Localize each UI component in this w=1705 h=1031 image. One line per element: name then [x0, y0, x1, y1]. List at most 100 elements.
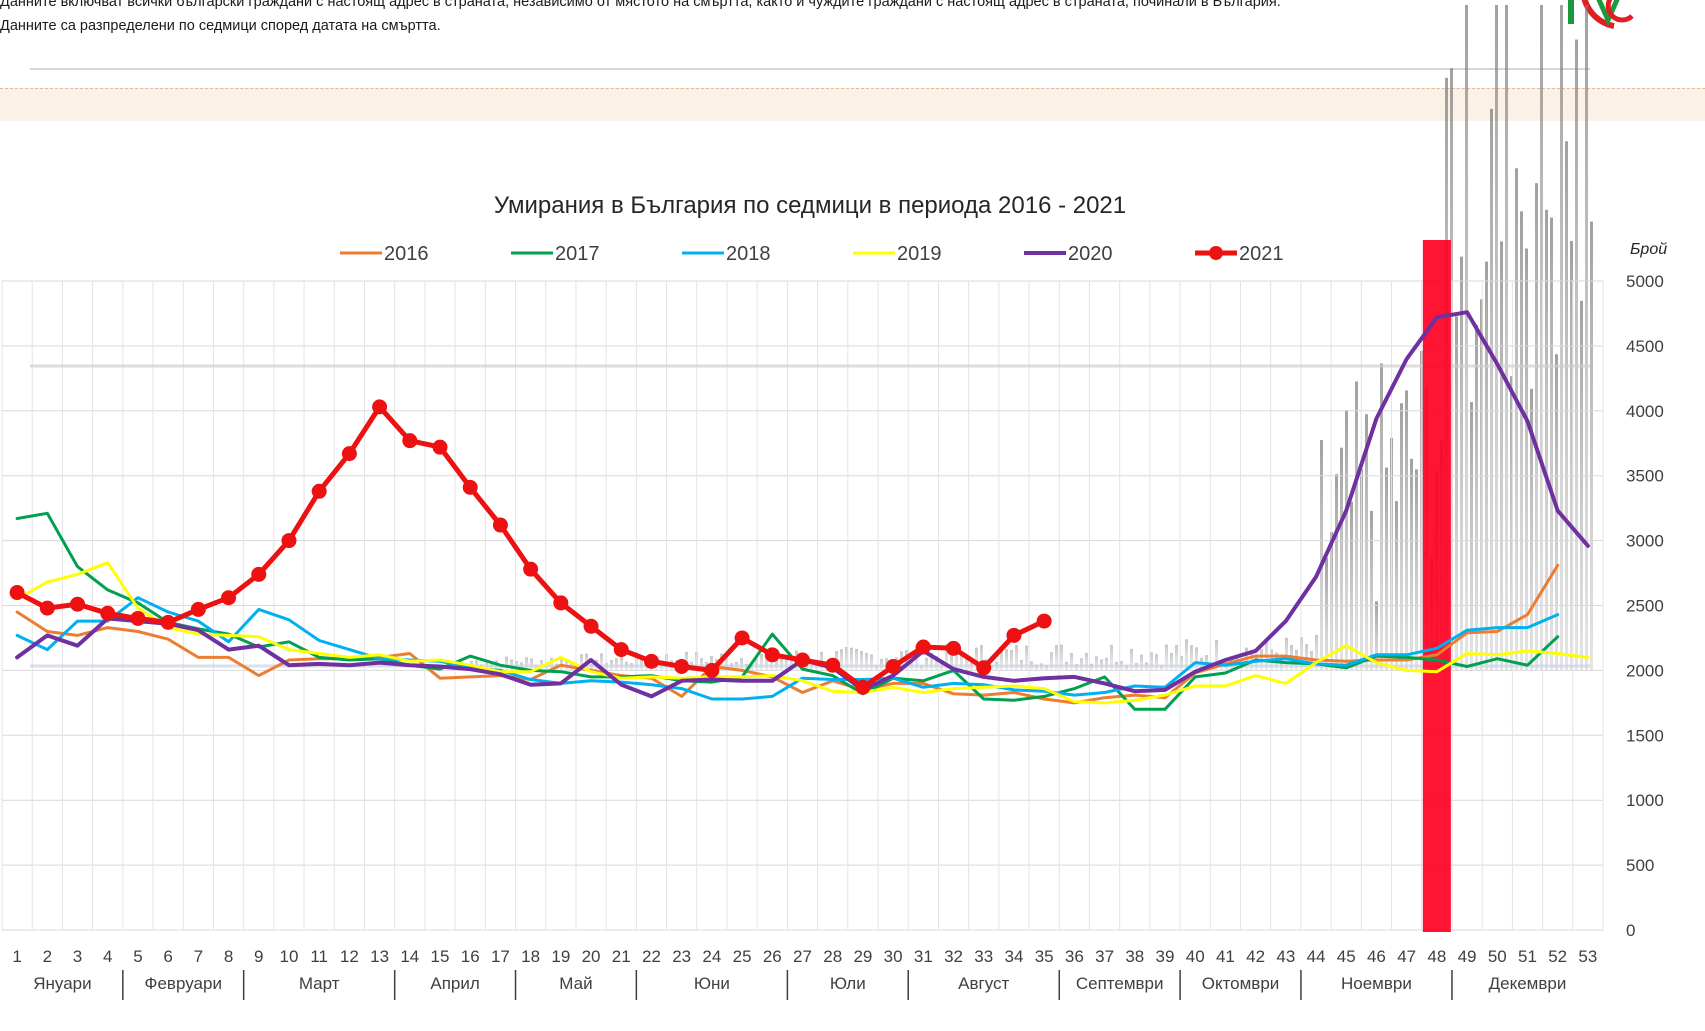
series-point-2021 — [281, 533, 297, 549]
background-bar — [1490, 108, 1493, 671]
background-bar — [1315, 634, 1318, 671]
month-label: Октомври — [1202, 974, 1280, 993]
background-bar — [1325, 557, 1328, 671]
y-tick-label: 3000 — [1626, 532, 1664, 551]
background-bar — [1540, 5, 1543, 671]
x-tick-label: 29 — [853, 947, 872, 966]
logo-green-mark — [1596, 0, 1620, 27]
background-bar — [1060, 644, 1063, 671]
x-tick-label: 34 — [1004, 947, 1023, 966]
x-tick-label: 23 — [672, 947, 691, 966]
background-bar — [780, 657, 783, 671]
month-label: Август — [958, 974, 1009, 993]
x-tick-label: 37 — [1095, 947, 1114, 966]
background-bar — [1525, 248, 1528, 671]
background-bar — [1085, 652, 1088, 671]
background-bar — [1500, 241, 1503, 671]
series-point-2021 — [462, 479, 478, 495]
background-bar — [1045, 664, 1048, 671]
x-tick-label: 31 — [914, 947, 933, 966]
x-tick-label: 46 — [1367, 947, 1386, 966]
series-point-2021 — [100, 605, 116, 621]
series-point-2021 — [764, 647, 780, 663]
series-point-2021 — [341, 446, 357, 462]
month-label: Май — [559, 974, 592, 993]
series-point-2021 — [492, 517, 508, 533]
y-tick-label: 500 — [1626, 856, 1654, 875]
y-tick-label: 4000 — [1626, 402, 1664, 421]
background-bar — [925, 657, 928, 671]
background-bar — [1575, 39, 1578, 671]
legend-label-2017: 2017 — [555, 243, 600, 265]
background-bar — [1175, 644, 1178, 671]
series-point-2021 — [855, 679, 871, 695]
x-tick-label: 44 — [1307, 947, 1326, 966]
month-label: Юни — [694, 974, 730, 993]
series-point-2021 — [885, 659, 901, 675]
background-bar — [1370, 510, 1373, 671]
highlight-week-bar — [1422, 240, 1451, 932]
background-bar — [850, 647, 853, 671]
x-tick-label: 14 — [400, 947, 419, 966]
background-bar — [1510, 376, 1513, 671]
month-label: Юли — [830, 974, 866, 993]
background-bar — [1535, 183, 1538, 671]
x-tick-label: 38 — [1125, 947, 1144, 966]
series-line-2016 — [15, 563, 1560, 705]
background-bar — [500, 664, 503, 671]
background-bar — [1010, 649, 1013, 671]
background-bar — [1585, 5, 1588, 671]
background-bar — [845, 647, 848, 671]
background-bar — [935, 655, 938, 671]
background-bar — [1590, 221, 1593, 671]
background-bar — [870, 654, 873, 671]
series-point-2021 — [643, 653, 659, 669]
background-bar — [1125, 665, 1128, 671]
background-bar — [1400, 403, 1403, 671]
logo-green-bar — [1568, 0, 1574, 24]
x-tick-label: 19 — [551, 947, 570, 966]
series-layer — [9, 310, 1590, 711]
background-bar — [1320, 440, 1323, 671]
background-bar — [960, 652, 963, 671]
y-tick-label: 5000 — [1626, 272, 1664, 291]
series-point-2021 — [674, 659, 690, 675]
x-tick-label: 41 — [1216, 947, 1235, 966]
x-tick-label: 11 — [310, 947, 328, 966]
chart-title: Умирания в България по седмици в периода… — [494, 192, 1126, 219]
background-bar — [1375, 601, 1378, 671]
background-bar — [1460, 256, 1463, 671]
background-bar — [1000, 649, 1003, 671]
background-bar — [1380, 363, 1383, 671]
background-bar — [1005, 649, 1008, 671]
background-bar — [1335, 474, 1338, 671]
x-tick-label: 2 — [43, 947, 52, 966]
x-tick-label: 8 — [224, 947, 233, 966]
background-bar — [1285, 637, 1288, 671]
background-bar — [1130, 648, 1133, 671]
background-bar — [980, 645, 983, 671]
background-bar — [1550, 217, 1553, 671]
background-bar — [700, 658, 703, 671]
background-bar — [750, 664, 753, 671]
series-point-2021 — [734, 630, 750, 646]
background-bar — [1195, 647, 1198, 671]
background-bar — [975, 647, 978, 671]
background-bar — [1470, 402, 1473, 671]
background-bar — [1385, 467, 1388, 671]
month-label: Януари — [33, 974, 91, 993]
x-tick-label: 25 — [733, 947, 752, 966]
background-bar — [855, 648, 858, 671]
background-bar — [1070, 653, 1073, 671]
x-tick-label: 35 — [1035, 947, 1054, 966]
background-bar — [1520, 211, 1523, 671]
month-label: Ноември — [1341, 974, 1412, 993]
x-tick-label: 47 — [1397, 947, 1416, 966]
series-point-2021 — [704, 662, 720, 678]
background-bar — [1465, 5, 1468, 671]
x-tick-label: 12 — [340, 947, 359, 966]
background-bar — [950, 655, 953, 671]
background-bar — [1480, 299, 1483, 671]
series-point-2021 — [795, 652, 810, 668]
series-point-2021 — [1036, 613, 1052, 629]
